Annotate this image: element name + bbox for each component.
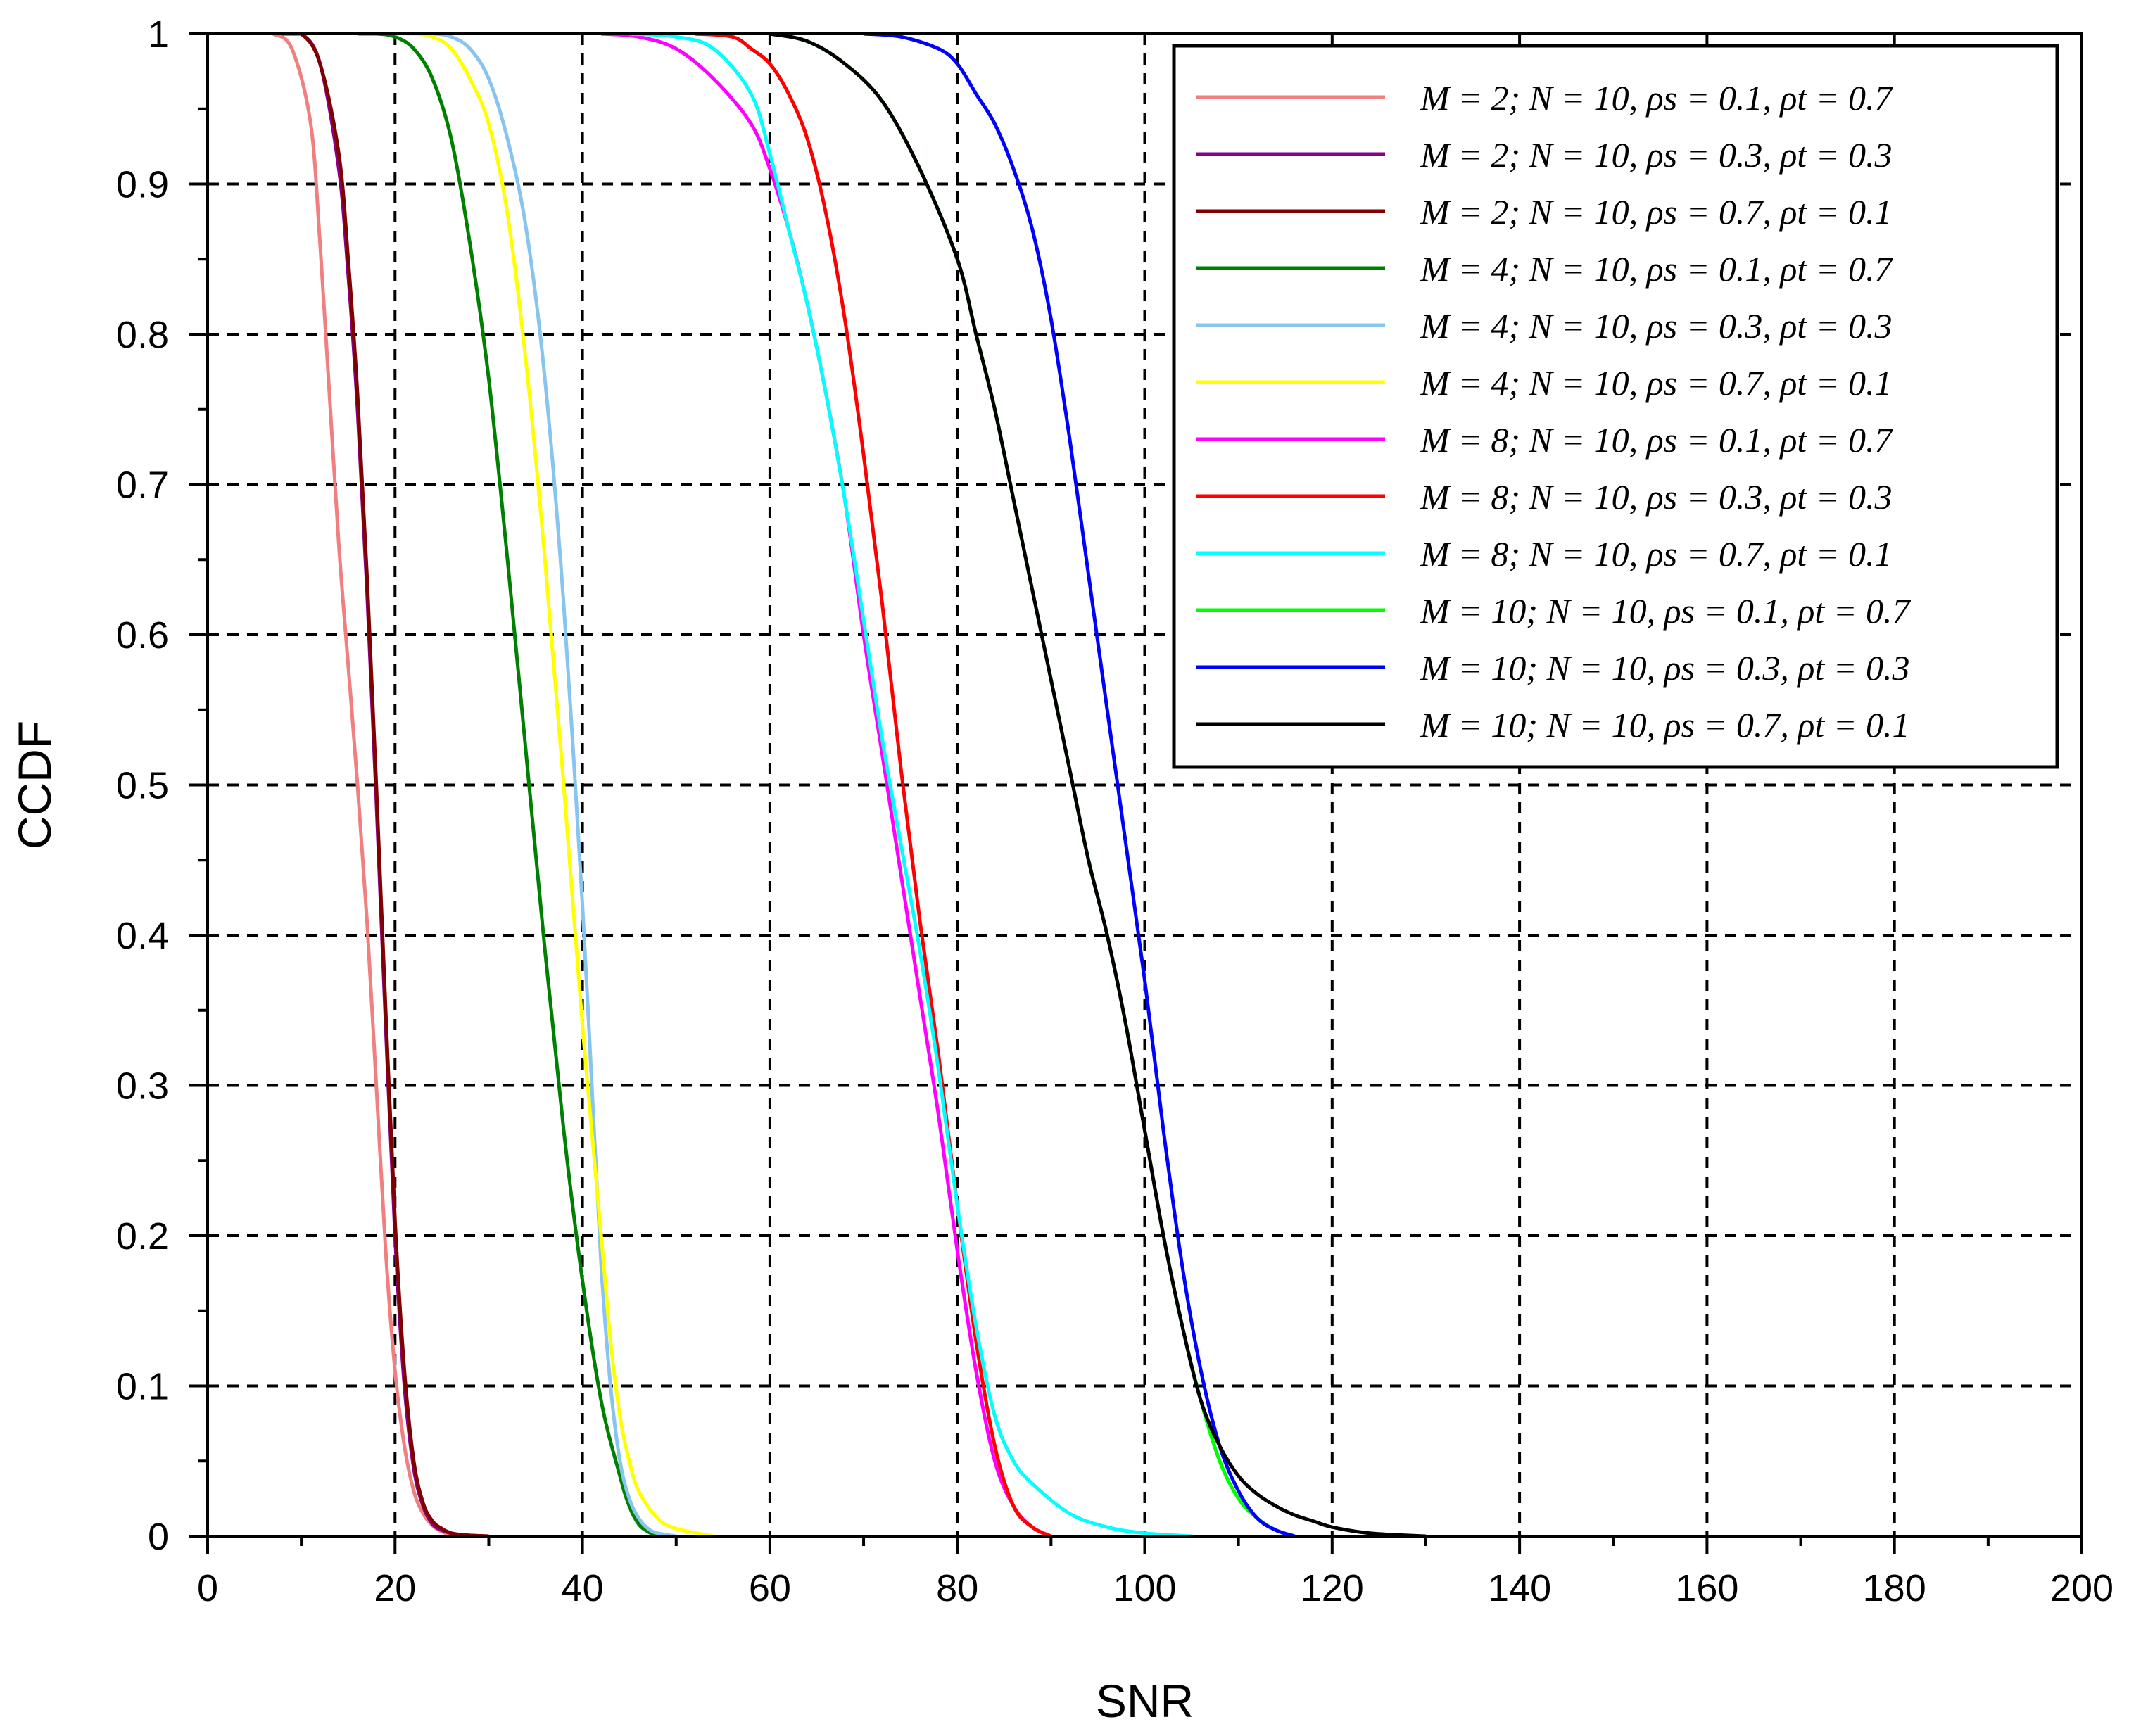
y-tick-label-1: 0.1 <box>116 1366 169 1408</box>
x-tick-label-2: 40 <box>562 1567 604 1609</box>
legend-label-1: M = 2; N = 10, ρs = 0.3, ρt = 0.3 <box>1420 135 1892 175</box>
series-line-5 <box>395 32 714 1538</box>
y-tick-label-10: 1 <box>148 13 169 56</box>
legend-label-10: M = 10; N = 10, ρs = 0.3, ρt = 0.3 <box>1420 648 1909 688</box>
x-tick-label-6: 120 <box>1301 1567 1364 1609</box>
legend: M = 2; N = 10, ρs = 0.1, ρt = 0.7 M = 2; … <box>1172 44 2059 769</box>
y-tick-label-2: 0.2 <box>116 1215 169 1257</box>
x-tick-label-0: 0 <box>197 1567 218 1609</box>
x-tick-label-7: 140 <box>1488 1567 1551 1609</box>
series-line-3 <box>357 32 659 1538</box>
legend-label-5: M = 4; N = 10, ρs = 0.7, ρt = 0.1 <box>1420 363 1892 403</box>
series-line-11 <box>769 32 1427 1538</box>
x-tick-label-3: 60 <box>749 1567 791 1609</box>
y-tick-label-0: 0 <box>148 1516 169 1558</box>
series-line-6 <box>601 32 1052 1538</box>
y-tick-label-5: 0.5 <box>116 765 169 807</box>
series-line-0 <box>272 32 461 1538</box>
legend-label-8: M = 8; N = 10, ρs = 0.7, ρt = 0.1 <box>1420 534 1892 574</box>
legend-label-4: M = 4; N = 10, ρs = 0.3, ρt = 0.3 <box>1420 306 1892 346</box>
series-line-8 <box>629 32 1192 1538</box>
legend-label-11: M = 10; N = 10, ρs = 0.7, ρt = 0.1 <box>1420 705 1909 745</box>
legend-label-9: M = 10; N = 10, ρs = 0.1, ρt = 0.7 <box>1420 591 1911 631</box>
y-tick-label-8: 0.8 <box>116 314 169 356</box>
x-axis-title: SNR <box>1096 1675 1194 1727</box>
y-tick-label-7: 0.7 <box>116 464 169 507</box>
y-tick-label-9: 0.9 <box>116 164 169 206</box>
x-tick-label-9: 180 <box>1863 1567 1926 1609</box>
y-tick-label-3: 0.3 <box>116 1065 169 1108</box>
x-tick-labels: 0 20 40 60 80 100 120 140 160 180 200 <box>197 1567 2114 1609</box>
x-tick-label-4: 80 <box>936 1567 978 1609</box>
legend-box <box>1172 44 2059 769</box>
series-line-2 <box>282 32 489 1538</box>
y-axis-title: CCDF <box>8 721 61 849</box>
legend-label-2: M = 2; N = 10, ρs = 0.7, ρt = 0.1 <box>1420 192 1892 232</box>
y-tick-label-4: 0.4 <box>116 915 169 957</box>
y-tick-labels: 0 0.1 0.2 0.3 0.4 0.5 0.6 0.7 0.8 0.9 1 <box>116 13 169 1558</box>
series-lines <box>272 32 1427 1538</box>
y-tick-label-6: 0.6 <box>116 614 169 657</box>
x-tick-label-10: 200 <box>2050 1567 2114 1609</box>
legend-label-3: M = 4; N = 10, ρs = 0.1, ρt = 0.7 <box>1420 249 1893 289</box>
legend-label-7: M = 8; N = 10, ρs = 0.3, ρt = 0.3 <box>1420 477 1892 517</box>
axis-ticks <box>189 32 2083 1554</box>
series-line-7 <box>695 32 1052 1538</box>
x-tick-label-8: 160 <box>1675 1567 1738 1609</box>
x-tick-label-5: 100 <box>1113 1567 1176 1609</box>
legend-label-0: M = 2; N = 10, ρs = 0.1, ρt = 0.7 <box>1420 78 1893 118</box>
series-line-4 <box>413 32 677 1538</box>
x-tick-label-1: 20 <box>374 1567 416 1609</box>
series-line-10 <box>863 32 1296 1538</box>
legend-label-6: M = 8; N = 10, ρs = 0.1, ρt = 0.7 <box>1420 420 1893 460</box>
